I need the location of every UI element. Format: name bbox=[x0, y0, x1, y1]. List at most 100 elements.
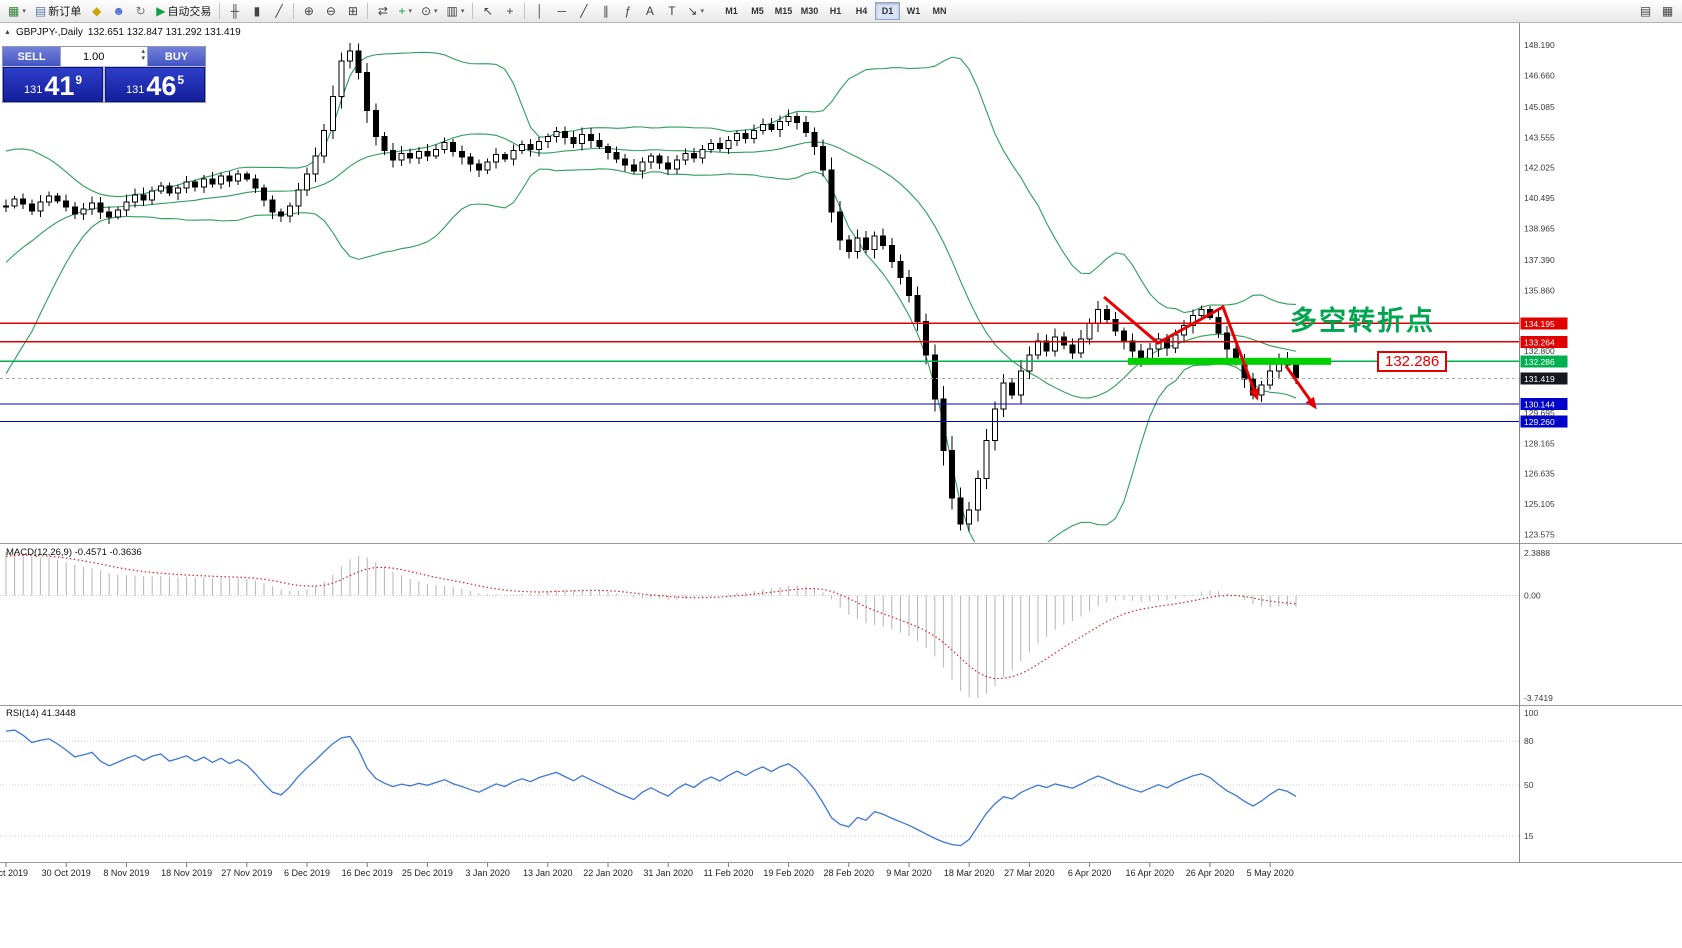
date-label: 16 Apr 2020 bbox=[1126, 868, 1175, 878]
date-label: 25 Dec 2019 bbox=[402, 868, 453, 878]
dropdown-arrow-icon: ▾ bbox=[22, 8, 26, 15]
new-chart-button[interactable]: ▦ ▾ bbox=[4, 1, 30, 21]
buy-button[interactable]: 131 46 5 bbox=[105, 67, 205, 102]
price-line-label: 129.260 bbox=[1524, 417, 1555, 427]
date-label: 13 Jan 2020 bbox=[523, 868, 573, 878]
timeframe-m5-button[interactable]: M5 bbox=[745, 2, 770, 20]
metaeditor-button[interactable]: ◆ bbox=[86, 1, 107, 21]
rsi-line bbox=[5, 729, 1297, 847]
crosshair-tool-button[interactable]: + bbox=[499, 1, 520, 21]
candlestick-chart-type-button[interactable]: ▮ bbox=[246, 1, 267, 21]
trendline-tool-button[interactable]: ╱ bbox=[573, 1, 594, 21]
lot-size-value: 1.00 bbox=[83, 50, 105, 63]
vertical-line-tool-button[interactable]: │ bbox=[529, 1, 550, 21]
zoom-in-icon: ⊕ bbox=[303, 4, 314, 18]
bollinger-bands bbox=[5, 51, 1297, 542]
toolbar-separator bbox=[472, 3, 474, 19]
price-level-tag[interactable]: 132.286 bbox=[1377, 351, 1448, 372]
profile-button[interactable]: ☻ bbox=[108, 1, 129, 21]
support-level-highlight[interactable] bbox=[1128, 357, 1331, 365]
zoom-in-button[interactable]: ⊕ bbox=[298, 1, 319, 21]
price-line-label: 134.195 bbox=[1524, 319, 1555, 329]
date-label: 1 Oct 2019 bbox=[0, 868, 28, 878]
spin-up-icon[interactable]: ▴ bbox=[141, 48, 145, 55]
horizontal-line-tool-button[interactable]: ─ bbox=[551, 1, 572, 21]
panel-toggle-1-icon: ▤ bbox=[1639, 4, 1652, 18]
text-label-tool-icon: T bbox=[668, 4, 676, 18]
price-axis-label: 142.025 bbox=[1524, 163, 1555, 173]
template-selector-button[interactable]: ▥ ▾ bbox=[443, 1, 469, 21]
lot-size-input[interactable]: 1.00 ▴ ▾ bbox=[60, 47, 148, 66]
sell-price-sup: 9 bbox=[75, 73, 83, 87]
timeframe-mn-button[interactable]: MN bbox=[927, 2, 952, 20]
add-indicator-icon: + bbox=[398, 4, 406, 18]
lot-spinner[interactable]: ▴ ▾ bbox=[141, 48, 145, 62]
timeframe-m30-button[interactable]: M30 bbox=[797, 2, 822, 20]
sell-header[interactable]: SELL bbox=[3, 47, 60, 66]
price-axis-label: 140.495 bbox=[1524, 193, 1555, 203]
text-tool-button[interactable]: A bbox=[639, 1, 660, 21]
timeframe-h4-button[interactable]: H4 bbox=[849, 2, 874, 20]
spin-down-icon[interactable]: ▾ bbox=[141, 55, 145, 62]
price-axis-label: 135.860 bbox=[1524, 285, 1555, 295]
add-indicator-button[interactable]: + ▾ bbox=[394, 1, 416, 21]
text-label-tool-button[interactable]: T bbox=[661, 1, 682, 21]
panel-toggle-2-button[interactable]: ▦ bbox=[1657, 1, 1678, 21]
timeframe-w1-button[interactable]: W1 bbox=[901, 2, 926, 20]
trend-arrows[interactable] bbox=[1103, 295, 1317, 410]
date-label: 30 Oct 2019 bbox=[42, 868, 91, 878]
date-label: 31 Jan 2020 bbox=[643, 868, 693, 878]
fibonacci-tool-button[interactable]: ƒ bbox=[617, 1, 638, 21]
chart-title: ▲ GBPJPY-,Daily 132.651 132.847 131.292 … bbox=[4, 27, 241, 38]
sell-button[interactable]: 131 41 9 bbox=[3, 67, 103, 102]
auto-arrange-button[interactable]: ⇄ bbox=[372, 1, 393, 21]
rsi-axis-label: 100 bbox=[1524, 708, 1538, 718]
refresh-icon: ↻ bbox=[135, 4, 146, 18]
date-label: 19 Feb 2020 bbox=[763, 868, 814, 878]
timeframe-m1-button[interactable]: M1 bbox=[719, 2, 744, 20]
date-label: 8 Nov 2019 bbox=[103, 868, 149, 878]
toolbar-separator bbox=[524, 3, 526, 19]
one-click-trading-panel: SELL 1.00 ▴ ▾ BUY 131 41 9 131 46 5 bbox=[2, 46, 206, 103]
period-selector-button[interactable]: ⊙ ▾ bbox=[417, 1, 442, 21]
date-label: 27 Mar 2020 bbox=[1004, 868, 1055, 878]
new-order-button[interactable]: ▤ 新订单 bbox=[31, 1, 85, 21]
buy-header[interactable]: BUY bbox=[148, 47, 205, 66]
price-axis-label: 146.660 bbox=[1524, 71, 1555, 81]
macd-panel: 2.3888 0.00 -3.7419 bbox=[0, 548, 1553, 703]
line-chart-type-icon: ╱ bbox=[275, 4, 283, 18]
auto-arrange-icon: ⇄ bbox=[377, 4, 388, 18]
timeframe-h1-button[interactable]: H1 bbox=[823, 2, 848, 20]
toolbar-separator bbox=[219, 3, 221, 19]
cursor-tool-button[interactable]: ↖ bbox=[477, 1, 498, 21]
new-order-label: 新订单 bbox=[48, 6, 82, 18]
date-label: 26 Apr 2020 bbox=[1186, 868, 1235, 878]
date-label: 6 Dec 2019 bbox=[284, 868, 330, 878]
autotrading-button[interactable]: ▶ 自动交易 bbox=[152, 1, 215, 21]
line-chart-type-button[interactable]: ╱ bbox=[268, 1, 289, 21]
timeframe-m15-button[interactable]: M15 bbox=[771, 2, 796, 20]
collapse-arrow-icon[interactable]: ▲ bbox=[4, 29, 11, 36]
autotrading-icon: ▶ bbox=[156, 4, 166, 18]
turning-point-annotation[interactable]: 多空转折点 bbox=[1290, 306, 1435, 336]
time-axis: 1 Oct 2019 30 Oct 2019 8 Nov 2019 18 Nov 20… bbox=[0, 863, 1294, 878]
zoom-out-button[interactable]: ⊖ bbox=[320, 1, 341, 21]
price-line-label: 131.419 bbox=[1524, 374, 1555, 384]
tile-windows-button[interactable]: ⊞ bbox=[342, 1, 363, 21]
rsi-panel: 100 80 50 15 bbox=[0, 708, 1538, 847]
arrows-tool-button[interactable]: ↘ ▾ bbox=[683, 1, 708, 21]
dropdown-arrow-icon: ▾ bbox=[434, 8, 438, 15]
equidistant-channel-tool-button[interactable]: ∥ bbox=[595, 1, 616, 21]
refresh-button[interactable]: ↻ bbox=[130, 1, 151, 21]
ohlc-bars-chart-type-button[interactable]: ╫ bbox=[224, 1, 245, 21]
autotrading-label: 自动交易 bbox=[167, 6, 212, 18]
macd-axis-label: -3.7419 bbox=[1524, 693, 1553, 703]
horizontal-lines[interactable]: 134.195 133.264 132.286 131.419 130.144 129.2… bbox=[0, 317, 1568, 428]
price-line-label: 133.264 bbox=[1524, 337, 1555, 347]
panel-toggle-1-button[interactable]: ▤ bbox=[1635, 1, 1656, 21]
profile-icon: ☻ bbox=[112, 4, 126, 18]
new-chart-icon: ▦ bbox=[8, 4, 20, 18]
timeframe-d1-button[interactable]: D1 bbox=[874, 2, 900, 20]
